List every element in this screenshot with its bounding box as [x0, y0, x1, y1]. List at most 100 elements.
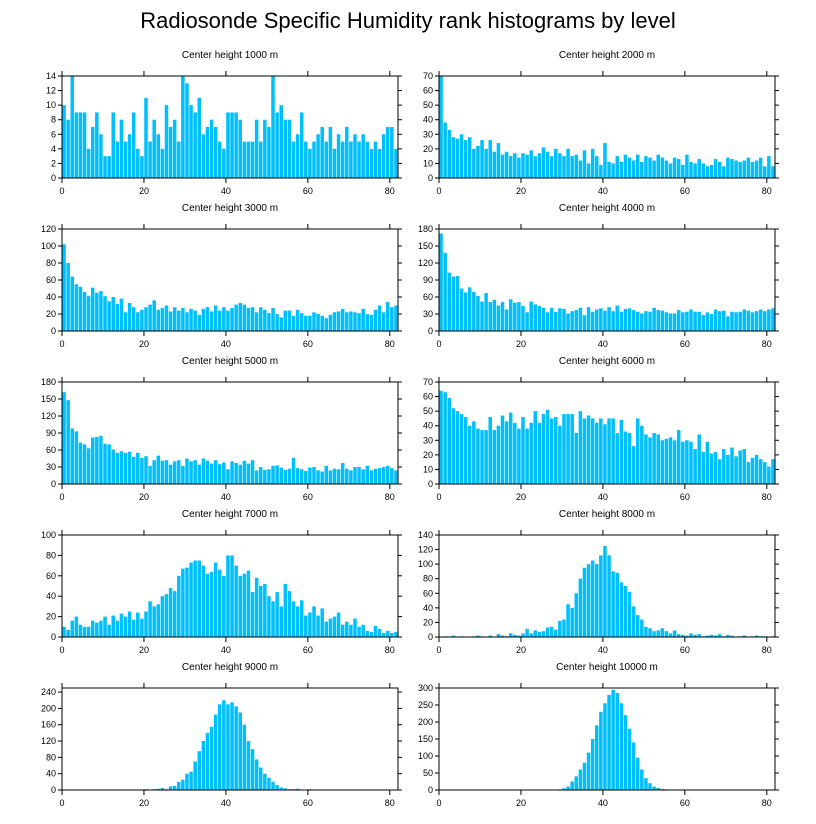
- bar: [324, 621, 329, 637]
- panel-6: Center height 6000 m 0 10 20 30 40 50 60 70 0 20 40…: [423, 356, 779, 502]
- bar: [131, 112, 136, 178]
- x-tick-label: 20: [516, 186, 526, 196]
- bar: [291, 315, 296, 331]
- bar: [640, 425, 644, 484]
- bar: [205, 127, 210, 178]
- bar: [570, 781, 574, 790]
- bar: [377, 148, 382, 178]
- y-tick-label: 0: [51, 479, 56, 489]
- bar: [316, 134, 320, 178]
- bar: [521, 633, 525, 637]
- bar: [697, 311, 701, 331]
- y-tick-label: 70: [423, 377, 433, 387]
- bar: [582, 315, 587, 331]
- y-tick-label: 14: [46, 71, 56, 81]
- bar: [189, 308, 193, 331]
- bar: [377, 305, 382, 331]
- bar: [652, 160, 656, 178]
- panel-1: Center height 1000 m 0 2 4 6 8 10 12 14 0 20 40 60 80: [46, 50, 402, 196]
- bar: [78, 286, 83, 331]
- y-tick-label: 80: [46, 258, 56, 268]
- bar: [340, 463, 345, 484]
- bar: [123, 312, 128, 331]
- bar: [537, 631, 542, 637]
- bar: [291, 141, 296, 178]
- y-tick-label: 140: [418, 530, 433, 540]
- bar: [136, 148, 140, 178]
- bar: [242, 141, 247, 178]
- y-tick-label: 30: [423, 309, 433, 319]
- bar: [746, 310, 751, 331]
- bar: [299, 469, 304, 484]
- bar: [611, 571, 615, 637]
- bar: [177, 310, 181, 331]
- bar: [476, 428, 480, 484]
- x-tick-label: 0: [436, 492, 441, 502]
- bar: [168, 311, 173, 331]
- panel-8: Center height 8000 m 0 20 40 60 80 100 120 140 0 2…: [418, 509, 779, 655]
- bar: [201, 741, 206, 790]
- y-tick-label: 60: [46, 571, 56, 581]
- y-tick-label: 300: [418, 683, 433, 693]
- panel-7: Center height 7000 m 0 20 40 60 80 100 0 20 40 60 8…: [41, 509, 402, 655]
- x-tick-label: 0: [59, 186, 64, 196]
- bar: [615, 572, 619, 637]
- panel-title: Center height 10000 m: [556, 662, 658, 673]
- bar: [685, 311, 689, 331]
- y-tick-label: 10: [423, 464, 433, 474]
- bar: [656, 787, 660, 790]
- bar: [312, 141, 316, 178]
- x-tick-label: 60: [680, 492, 690, 502]
- y-tick-label: 60: [423, 588, 433, 598]
- bar: [681, 164, 685, 178]
- bar: [107, 156, 111, 178]
- bar: [111, 449, 115, 484]
- bar: [365, 465, 370, 484]
- bar: [697, 434, 701, 484]
- panel-10: Center height 10000 m 0 50 100 150 200 250 300 0…: [418, 662, 779, 808]
- y-tick-label: 60: [423, 292, 433, 302]
- bar: [345, 621, 349, 637]
- bar: [496, 305, 501, 331]
- bar: [656, 154, 660, 178]
- bar: [619, 582, 624, 637]
- bar: [234, 112, 238, 178]
- bar: [644, 778, 648, 790]
- panel-title: Center height 3000 m: [182, 203, 278, 214]
- bar: [504, 309, 509, 331]
- bar: [267, 313, 271, 331]
- bar: [631, 310, 636, 331]
- bar: [590, 418, 595, 484]
- bar: [250, 307, 255, 331]
- bar: [595, 564, 599, 637]
- y-tick-label: 40: [46, 292, 56, 302]
- bar: [619, 703, 624, 790]
- bar: [582, 418, 587, 484]
- bar: [767, 156, 771, 178]
- bar: [701, 451, 706, 484]
- bar: [689, 309, 693, 331]
- bar: [541, 631, 546, 637]
- bar: [549, 418, 554, 484]
- bar: [332, 468, 337, 484]
- y-tick-label: 120: [41, 411, 56, 421]
- bar: [681, 634, 685, 637]
- x-tick-label: 0: [59, 339, 64, 349]
- bar: [685, 440, 689, 484]
- x-tick-label: 40: [598, 798, 608, 808]
- bar: [631, 446, 636, 484]
- bar: [738, 450, 742, 484]
- bar: [197, 751, 202, 790]
- bar: [144, 456, 148, 484]
- bar: [131, 307, 136, 331]
- bar: [558, 620, 562, 637]
- bar: [713, 635, 718, 637]
- bar: [746, 157, 751, 178]
- y-tick-label: 0: [428, 479, 433, 489]
- bar: [99, 435, 103, 484]
- bar: [484, 293, 488, 331]
- bar: [656, 310, 660, 331]
- bar: [332, 312, 337, 331]
- bar: [181, 308, 185, 331]
- bar: [701, 163, 706, 178]
